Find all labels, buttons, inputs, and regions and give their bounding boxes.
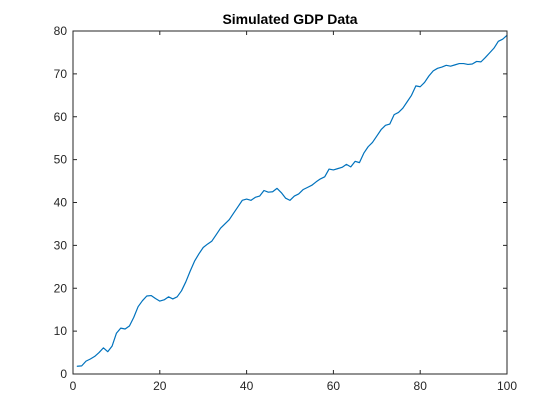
y-tick-label: 30 bbox=[54, 238, 68, 252]
y-tick-label: 40 bbox=[54, 196, 68, 210]
x-tick-label: 0 bbox=[70, 379, 77, 393]
axes-background bbox=[73, 31, 507, 374]
y-tick-label: 10 bbox=[54, 324, 68, 338]
plot-layer bbox=[76, 34, 508, 367]
x-tick-label: 60 bbox=[327, 379, 341, 393]
y-tick-label: 80 bbox=[54, 24, 68, 38]
y-tick-label: 60 bbox=[54, 110, 68, 124]
x-tick-label: 80 bbox=[414, 379, 428, 393]
x-tick-label: 40 bbox=[240, 379, 254, 393]
series-line-0 bbox=[76, 34, 508, 367]
x-tick-label: 100 bbox=[497, 379, 517, 393]
axes-box bbox=[72, 30, 508, 375]
y-tick-label: 50 bbox=[54, 153, 68, 167]
chart-title: Simulated GDP Data bbox=[222, 11, 357, 27]
y-tick-label: 70 bbox=[54, 67, 68, 81]
y-tick-label: 0 bbox=[60, 367, 67, 381]
y-tick-label: 20 bbox=[54, 281, 68, 295]
x-tick-label: 20 bbox=[153, 379, 167, 393]
